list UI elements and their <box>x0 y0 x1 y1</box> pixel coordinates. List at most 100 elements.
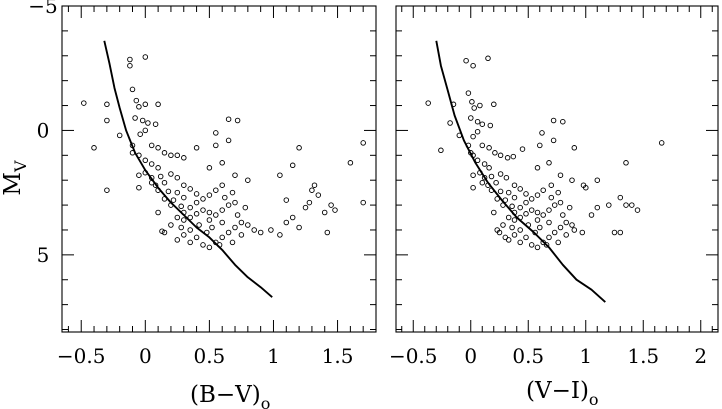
left-y-tick-label: 0 <box>37 118 50 142</box>
right-x-tick-label: −0.5 <box>389 344 438 368</box>
right-star-point <box>606 202 612 208</box>
right-star-point <box>537 224 543 231</box>
left-star-point <box>168 171 174 177</box>
left-star-point <box>193 211 200 217</box>
right-star-point <box>491 101 497 108</box>
right-star-point <box>474 157 481 164</box>
right-star-point <box>486 145 492 151</box>
right-x-tick-label: 0 <box>464 344 477 368</box>
left-star-point <box>238 219 245 226</box>
right-star-point <box>481 174 488 181</box>
right-star-point <box>539 130 545 136</box>
right-model-line <box>435 40 606 303</box>
right-star-point <box>425 100 431 106</box>
left-star-point <box>155 101 161 108</box>
left-star-point <box>206 192 213 198</box>
right-star-point <box>509 203 515 210</box>
left-star-point <box>315 192 322 198</box>
left-star-point <box>139 117 146 124</box>
left-star-point <box>328 202 334 208</box>
left-x-tick-label: −0.5 <box>57 344 106 368</box>
right-star-point <box>523 191 529 197</box>
right-star-point <box>479 179 486 186</box>
right-star-point <box>579 229 586 236</box>
right-star-point <box>481 161 488 167</box>
right-star-point <box>550 137 557 144</box>
left-star-point <box>242 204 249 211</box>
left-star-point <box>174 214 181 221</box>
left-star-point <box>360 199 366 206</box>
right-star-point <box>557 172 564 178</box>
right-star-point <box>658 140 665 146</box>
left-star-point <box>200 207 206 213</box>
left-star-point <box>347 160 354 166</box>
right-star-point <box>629 202 635 208</box>
right-star-point <box>551 202 558 208</box>
right-star-point <box>447 120 453 126</box>
right-star-point <box>528 207 535 213</box>
left-star-point <box>289 214 296 221</box>
left-star-point <box>229 239 236 246</box>
left-star-point <box>168 222 174 228</box>
right-star-point <box>550 117 557 124</box>
left-star-point <box>219 207 225 213</box>
right-star-point <box>569 177 575 183</box>
left-plot-frame <box>61 5 377 333</box>
right-panel: −0.5 0 0.5 1 1.5 2 (V−I)o <box>389 5 719 409</box>
right-star-point <box>555 239 561 246</box>
left-star-point <box>200 196 206 202</box>
left-star-point <box>136 184 142 191</box>
right-star-point <box>534 165 541 171</box>
left-x-tick-label: 1 <box>267 344 280 368</box>
left-star-point <box>206 209 213 216</box>
right-star-point <box>523 211 529 217</box>
left-star-point <box>168 152 174 159</box>
right-star-point <box>546 234 552 241</box>
right-star-point <box>594 204 601 211</box>
left-star-point <box>234 212 241 218</box>
right-star-point <box>623 160 629 166</box>
left-star-point <box>229 189 236 196</box>
right-star-point <box>623 202 629 208</box>
left-star-point <box>268 227 274 233</box>
right-star-point <box>548 182 555 188</box>
right-star-point <box>551 229 558 236</box>
right-star-point <box>494 196 500 202</box>
right-star-point <box>543 242 550 248</box>
right-star-point <box>493 179 499 186</box>
left-star-point <box>200 242 206 248</box>
left-star-point <box>209 224 215 231</box>
left-star-point <box>332 207 338 213</box>
left-star-point <box>142 54 149 60</box>
left-star-point <box>213 187 219 193</box>
left-star-point <box>116 132 123 139</box>
left-star-point <box>187 186 193 192</box>
right-star-point <box>492 150 498 156</box>
left-star-point <box>155 209 161 216</box>
left-star-point <box>174 174 181 181</box>
left-star-point <box>127 56 133 63</box>
left-star-point <box>219 219 225 226</box>
left-star-point <box>296 224 302 231</box>
left-star-point <box>187 204 193 211</box>
right-star-point <box>534 244 541 251</box>
left-star-point <box>178 224 184 231</box>
left-star-point <box>159 228 165 234</box>
left-star-point <box>277 172 283 178</box>
right-star-point <box>474 128 481 135</box>
left-star-point <box>127 62 133 69</box>
right-star-point <box>491 209 497 216</box>
right-star-point <box>611 229 618 236</box>
right-star-point <box>571 145 578 151</box>
left-star-point <box>142 101 149 108</box>
left-star-point <box>187 214 193 221</box>
left-star-point <box>213 142 219 149</box>
right-star-point <box>548 194 555 201</box>
left-star-point <box>142 157 149 164</box>
right-star-point <box>470 133 476 140</box>
left-panel: −0.5 0 0.5 1 1.5 −5 0 5 (B−V)o MV <box>0 0 377 409</box>
left-star-point <box>213 130 219 136</box>
right-star-point <box>469 99 475 105</box>
left-star-point <box>193 191 200 197</box>
left-x-axis-label: (B−V)o <box>190 382 270 409</box>
